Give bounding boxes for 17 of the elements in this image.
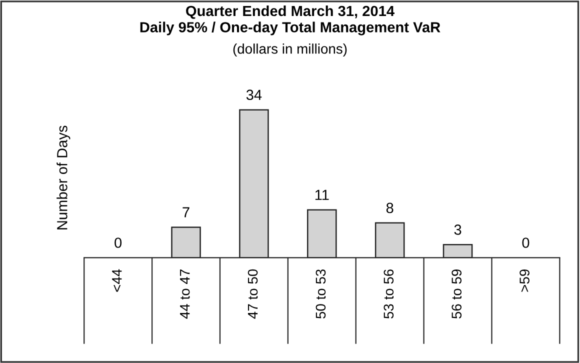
- x-tick-label: 56 to 59: [452, 269, 462, 318]
- data-label: 7: [182, 207, 190, 218]
- chart-title: Quarter Ended March 31, 2014 Daily 95% / One-day Total Management VaR: [140, 5, 440, 36]
- chart-subtitle: (dollars in millions): [233, 44, 347, 56]
- data-label: 3: [454, 224, 462, 235]
- x-tick-label: 53 to 56: [384, 269, 394, 318]
- data-label: 11: [315, 190, 329, 200]
- data-label: 0: [114, 238, 122, 248]
- x-tick-label: <44: [112, 269, 122, 292]
- x-tick-label: 50 to 53: [316, 269, 326, 318]
- y-axis-title: Number of Days: [56, 126, 70, 230]
- data-label: 34: [246, 90, 262, 100]
- data-label: 0: [522, 238, 530, 248]
- x-tick-label: 44 to 47: [180, 270, 190, 319]
- data-label: 8: [386, 202, 394, 214]
- x-tick-label: >59: [520, 270, 530, 292]
- x-tick-label: 47 to 50: [248, 269, 258, 319]
